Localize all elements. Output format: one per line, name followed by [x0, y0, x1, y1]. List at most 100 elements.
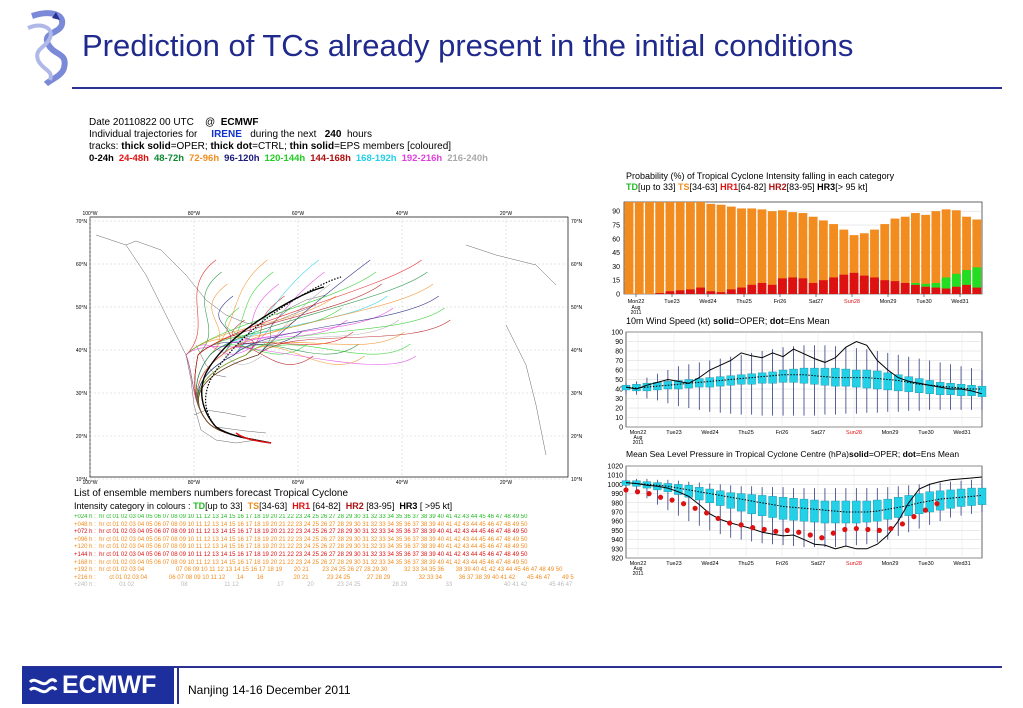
wind-box: [768, 371, 777, 384]
mslp-analysis-dot: [784, 527, 790, 533]
map-lon-label-top: 40°W: [396, 211, 409, 217]
prob-x-tick: Wed31: [951, 299, 968, 305]
prob-legend-name: TS: [678, 182, 690, 192]
prob-chart-title: Probability (%) of Tropical Cyclone Inte…: [626, 171, 895, 181]
prob-bar-ts: [716, 204, 726, 294]
prob-x-tick: Tue23: [664, 299, 679, 305]
mslp-x-tick: Mon29: [882, 561, 899, 567]
tracks-thin-solid: thin solid: [289, 141, 335, 152]
time-band-0: 0-24h: [89, 153, 114, 164]
traj-at: @: [205, 117, 216, 128]
mslp-y-tick: 930: [611, 546, 623, 553]
prob-bar-hr1: [880, 280, 890, 294]
prob-bar-td: [962, 270, 971, 285]
prob-legend-name: HR3: [817, 182, 836, 192]
time-band-2: 48-72h: [153, 153, 185, 164]
ens-legend-td: TD: [193, 501, 206, 511]
prob-legend-name: TD: [626, 182, 638, 192]
wind-title-dot: dot: [769, 316, 784, 326]
wind-box: [852, 369, 861, 388]
wind-box: [789, 368, 798, 383]
wind-x-year: 2011: [633, 440, 644, 444]
logo-text: ECMWF: [62, 671, 157, 699]
mslp-x-tick: Mon22: [630, 561, 647, 567]
wind-box: [778, 369, 788, 383]
wind-title-oper: =OPER;: [734, 316, 768, 326]
prob-bar-ts: [778, 210, 787, 294]
prob-bar-hr1: [890, 281, 900, 294]
mslp-analysis-dot: [680, 501, 687, 507]
traj-during: during the next: [250, 129, 317, 140]
mslp-analysis-dot: [761, 526, 767, 533]
mslp-box: [977, 487, 987, 505]
wind-ens-mean-line: [625, 374, 982, 390]
prob-bar-td: [911, 282, 920, 285]
prob-legend-range: [up to 33]: [638, 182, 679, 192]
mslp-x-tick: Tue30: [918, 561, 933, 567]
mslp-y-tick: 970: [611, 510, 623, 517]
wind-y-tick: 10: [615, 415, 623, 422]
prob-bar-td: [921, 283, 931, 287]
time-band-8: 192-216h: [401, 153, 443, 164]
wind-x-tick: Sun28: [846, 430, 862, 436]
wind-box: [705, 377, 714, 388]
mslp-box: [684, 485, 694, 498]
prob-bar-ts: [829, 224, 838, 294]
prob-bar-hr1: [859, 275, 869, 294]
prob-bar-hr1: [716, 292, 726, 294]
mslp-oper-line: [625, 476, 983, 550]
wind-x-month: Aug: [634, 435, 643, 441]
prob-bar-hr1: [911, 284, 920, 294]
prob-bar-ts: [655, 202, 665, 294]
prob-bar-td: [931, 282, 941, 288]
mslp-box: [956, 488, 966, 507]
wind-x-tick: Thu25: [738, 430, 754, 436]
mslp-analysis-dot: [692, 505, 698, 511]
prob-bar-hr1: [706, 291, 716, 294]
ens-member-row: +240 h : 01 02 08 11 12 17 20 23 24 25 2…: [74, 582, 574, 589]
map-lat-label-left: 50°N: [76, 305, 88, 311]
mslp-analysis-dot: [830, 530, 836, 536]
ens-legend-td-range: [up to 33]: [205, 501, 243, 511]
prob-bar-ts: [972, 219, 982, 294]
ens-legend-label: Intensity category in colours :: [74, 501, 191, 511]
prob-bar-ts: [921, 214, 931, 294]
slide-title: Prediction of TCs already present in the…: [82, 28, 854, 63]
ecmwf-waves-icon: [28, 678, 58, 694]
wind-box: [977, 385, 987, 397]
map-lon-label-bottom: 60°W: [292, 480, 305, 486]
map-lon-label-bottom: 80°W: [188, 480, 201, 486]
map-frame: [89, 216, 569, 478]
prob-x-year: 2011: [631, 310, 642, 314]
prob-legend-range: [64-82]: [738, 182, 769, 192]
mslp-analysis-dot: [796, 529, 802, 535]
prob-x-tick: Fri26: [774, 299, 787, 305]
prob-y-tick: 90: [612, 209, 620, 216]
ecmwf-logo: ECMWF: [22, 667, 174, 704]
wind-x-tick: Fri26: [776, 430, 789, 436]
mslp-analysis-dot: [727, 520, 733, 526]
mslp-analysis-dot: [657, 494, 664, 500]
prob-bar-hr1: [849, 272, 859, 294]
prob-bar-ts: [747, 208, 757, 294]
map-lat-label-left: 40°N: [76, 348, 88, 354]
ens-legend-hr1-range: [64-82]: [312, 501, 341, 511]
prob-bar-hr1: [921, 286, 931, 294]
prob-bar-hr1: [951, 286, 961, 294]
mslp-box: [726, 492, 735, 509]
ens-legend-hr3-range: [ >95 kt]: [419, 501, 453, 511]
wind-y-tick: 40: [615, 387, 623, 394]
prob-legend-name: HR2: [768, 182, 787, 192]
prob-legend-range: [34-63]: [689, 182, 721, 192]
eps-member-track: [198, 319, 451, 444]
map-lat-label-right: 30°N: [571, 391, 583, 397]
ens-legend-hr1: HR1: [292, 501, 311, 511]
prob-x-tick: Thu25: [736, 299, 752, 305]
prob-bar-ts: [808, 216, 818, 294]
ens-legend-ts: TS: [247, 501, 260, 511]
mslp-y-tick: 920: [611, 556, 623, 563]
wind-title-solid: solid: [713, 316, 735, 326]
wind-box: [716, 376, 725, 387]
map-lon-label-top: 100°W: [82, 211, 97, 217]
mslp-analysis-dot: [865, 526, 871, 533]
